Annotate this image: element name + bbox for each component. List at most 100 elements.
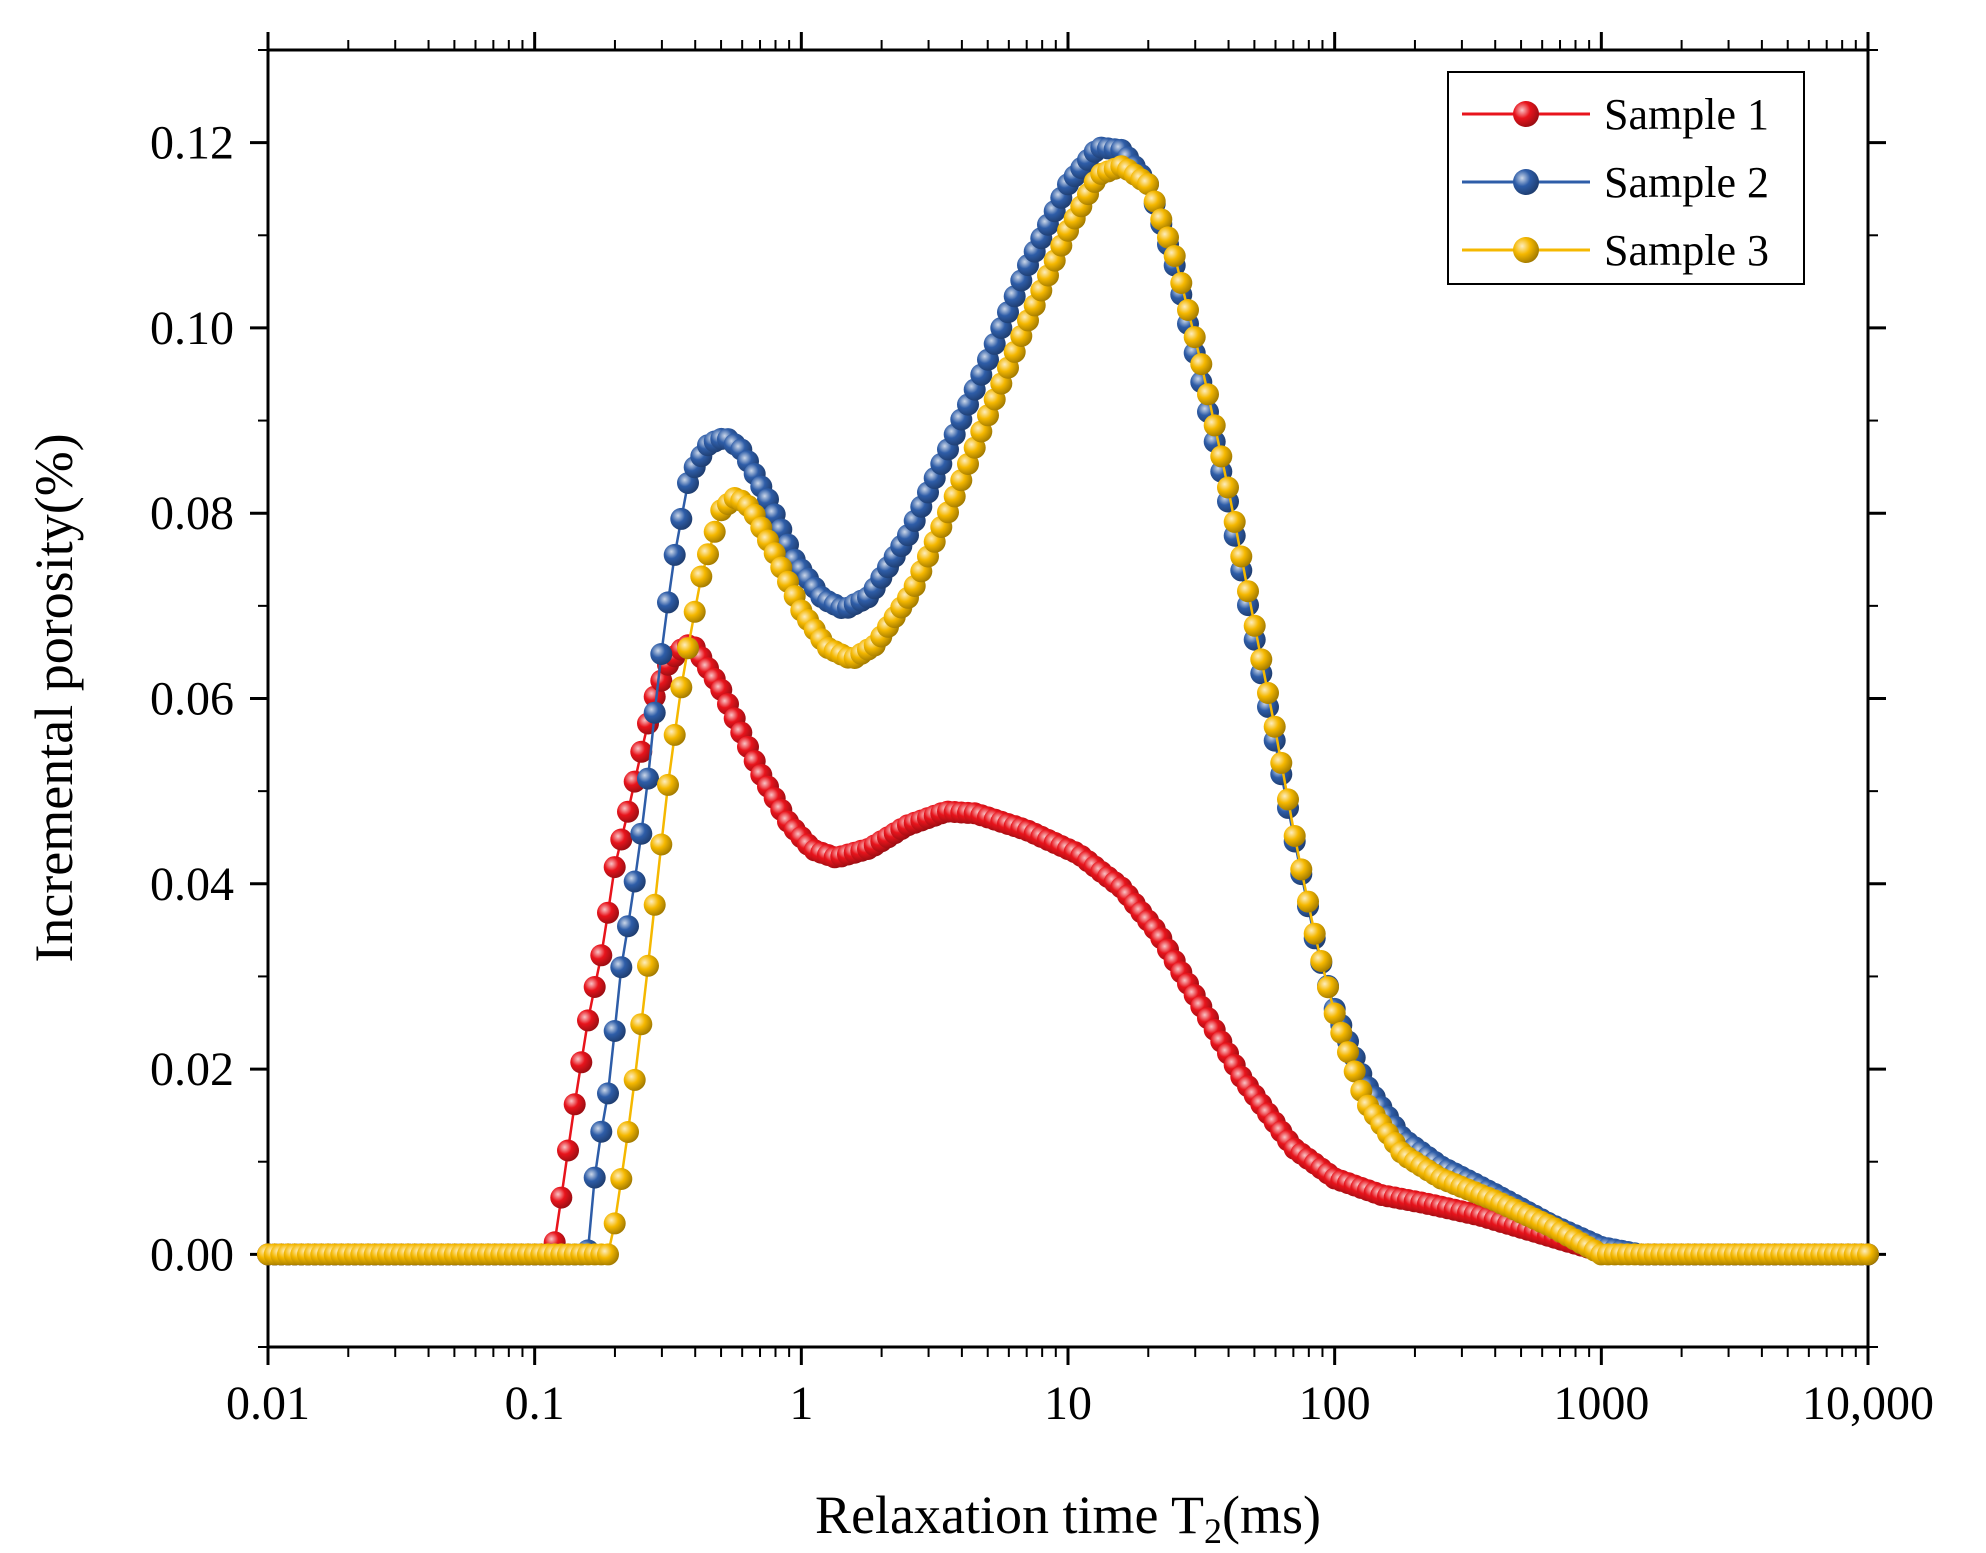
data-point xyxy=(623,870,646,893)
data-point xyxy=(670,507,693,530)
data-point xyxy=(550,1186,573,1209)
data-point xyxy=(657,773,679,796)
legend: Sample 1 Sample 2 Sample 3 xyxy=(1447,71,1805,285)
x-axis-title-unit: (ms) xyxy=(1222,1485,1321,1545)
data-point xyxy=(1230,545,1253,568)
legend-label: Sample 2 xyxy=(1604,158,1769,207)
data-point xyxy=(650,833,673,856)
data-point xyxy=(1237,580,1259,603)
series-3 xyxy=(257,155,1879,1266)
x-tick-label: 10 xyxy=(1044,1377,1092,1430)
y-tick-label: 0.12 xyxy=(150,117,234,170)
data-point xyxy=(1197,383,1219,406)
data-point xyxy=(637,767,659,790)
y-tick-label: 0.04 xyxy=(150,858,234,911)
data-point xyxy=(563,1093,586,1116)
x-tick-label: 1 xyxy=(789,1377,813,1430)
y-tick-label: 0.10 xyxy=(150,302,234,355)
data-point xyxy=(1303,922,1326,945)
data-point xyxy=(590,1120,613,1143)
x-tick-label: 1000 xyxy=(1553,1377,1649,1430)
data-point xyxy=(1263,715,1286,738)
data-point xyxy=(637,954,659,977)
data-point xyxy=(663,723,686,746)
data-point xyxy=(630,740,653,763)
y-tick-label: 0.00 xyxy=(150,1228,234,1281)
x-axis-title: Relaxation time T2(ms) xyxy=(815,1485,1321,1551)
data-point xyxy=(557,1139,579,1162)
data-point xyxy=(597,901,619,924)
data-point xyxy=(643,893,666,916)
series-line xyxy=(268,146,1868,1256)
data-point xyxy=(1343,1060,1366,1083)
data-point xyxy=(1163,245,1186,267)
data-point xyxy=(1190,353,1213,376)
data-point xyxy=(1323,1002,1346,1025)
data-point xyxy=(583,1166,606,1189)
data-point xyxy=(630,822,653,845)
y-tick-label: 0.02 xyxy=(150,1043,234,1096)
data-point xyxy=(1330,1021,1353,1044)
data-point xyxy=(610,828,633,851)
data-point xyxy=(657,591,679,614)
data-point xyxy=(683,600,706,623)
y-tick-label: 0.06 xyxy=(150,673,234,726)
data-point xyxy=(617,800,639,823)
data-point xyxy=(1337,1041,1359,1064)
data-point xyxy=(697,543,719,566)
x-axis-title-main: Relaxation time T xyxy=(815,1485,1204,1545)
data-point xyxy=(1177,299,1199,321)
data-point xyxy=(1143,190,1166,213)
y-tick-label: 0.08 xyxy=(150,487,234,540)
data-point xyxy=(1297,890,1319,913)
data-point xyxy=(597,1082,619,1105)
data-point xyxy=(1270,751,1293,774)
data-point xyxy=(1157,226,1179,249)
data-point xyxy=(1290,858,1313,881)
data-point xyxy=(1257,682,1279,704)
data-point xyxy=(1203,414,1226,437)
data-point xyxy=(1150,208,1173,231)
data-point xyxy=(610,1168,633,1190)
data-point xyxy=(703,520,726,543)
series-2 xyxy=(257,136,1879,1266)
y-axis-title: Incremental porosity(%) xyxy=(24,433,84,962)
data-point xyxy=(1277,788,1299,811)
data-point xyxy=(1857,1243,1879,1266)
legend-marker xyxy=(1513,169,1539,195)
data-point xyxy=(590,944,613,967)
x-axis-title-subscript: 2 xyxy=(1204,1511,1222,1551)
data-point xyxy=(597,1243,619,1266)
y-axis: 0.00 0.02 0.04 0.06 0.08 0.10 0.12 xyxy=(150,49,1886,1348)
data-point xyxy=(1217,476,1239,499)
x-tick-label: 0.01 xyxy=(226,1377,310,1430)
data-point xyxy=(690,565,713,588)
data-point xyxy=(610,956,633,979)
series-line xyxy=(268,164,1868,1256)
legend-item-1: Sample 1 xyxy=(1462,90,1769,139)
data-point xyxy=(603,1212,626,1235)
data-point xyxy=(670,676,693,699)
legend-label: Sample 1 xyxy=(1604,90,1769,139)
series-layer xyxy=(257,136,1879,1266)
data-point xyxy=(617,1121,639,1143)
data-point xyxy=(1283,825,1306,847)
data-point xyxy=(1250,648,1273,671)
legend-marker xyxy=(1513,237,1539,263)
data-point xyxy=(1223,510,1246,533)
data-point xyxy=(650,643,673,665)
data-point xyxy=(583,976,606,998)
data-point xyxy=(577,1009,599,1032)
data-point xyxy=(1310,950,1333,972)
data-point xyxy=(603,1020,626,1042)
data-point xyxy=(570,1051,593,1074)
data-point xyxy=(603,856,626,879)
data-point xyxy=(623,1068,646,1091)
data-point xyxy=(1170,272,1193,294)
data-point xyxy=(1137,173,1159,196)
data-point xyxy=(1210,445,1233,468)
series-1 xyxy=(257,634,1879,1266)
x-tick-label: 0.1 xyxy=(505,1377,565,1430)
